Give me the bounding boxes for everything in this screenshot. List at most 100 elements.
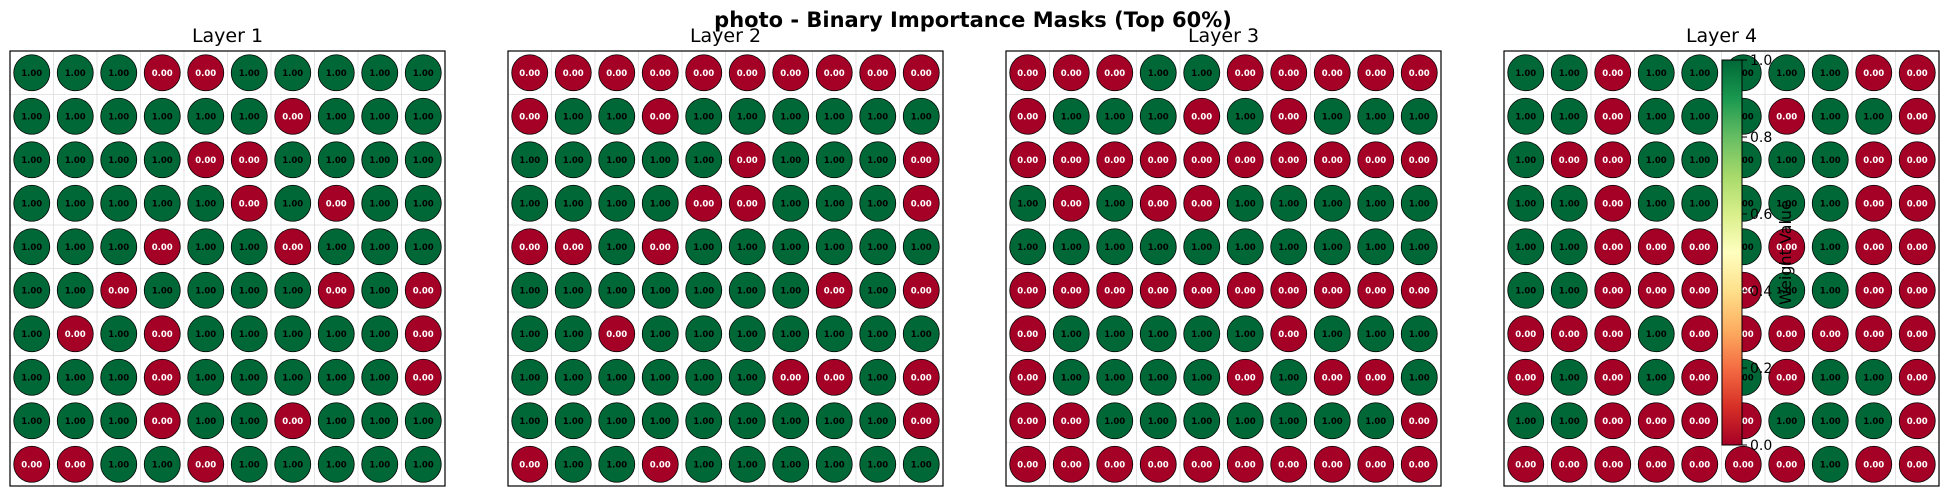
cell-value-label: 1.00 — [911, 112, 932, 122]
mask-cell — [1052, 271, 1090, 309]
cell-value-label: 0.00 — [563, 243, 584, 253]
mask-cell — [685, 54, 723, 92]
mask-cell — [902, 358, 940, 396]
mask-cell — [1681, 228, 1719, 266]
cell-value-label: 1.00 — [413, 199, 434, 209]
cell-value-label: 1.00 — [326, 373, 347, 383]
mask-cell — [317, 271, 355, 309]
cell-value-label: 0.00 — [1602, 460, 1623, 470]
mask-cell — [1594, 228, 1632, 266]
cell-value-label: 0.00 — [650, 112, 671, 122]
mask-cell — [317, 228, 355, 266]
panel-frame — [507, 50, 944, 487]
cell-value-label: 1.00 — [867, 199, 888, 209]
mask-cell — [685, 271, 723, 309]
cell-value-label: 1.00 — [1104, 373, 1125, 383]
mask-cell — [1637, 358, 1675, 396]
cell-value-label: 0.00 — [1061, 69, 1082, 79]
cell-value-label: 1.00 — [152, 112, 173, 122]
mask-cell — [13, 402, 51, 440]
mask-cell — [859, 184, 897, 222]
mask-cell — [143, 97, 181, 135]
mask-cell — [317, 97, 355, 135]
colorbar: 0.0 0.2 0.4 0.6 0.8 1.0 Weight Value — [1721, 53, 1795, 454]
mask-cell — [1226, 184, 1264, 222]
mask-cell — [772, 271, 810, 309]
cell-value-label: 1.00 — [693, 156, 714, 166]
cell-value-label: 0.00 — [1646, 286, 1667, 296]
cell-value-label: 0.00 — [1191, 112, 1212, 122]
mask-cell — [1270, 141, 1308, 179]
mask-cell — [1183, 141, 1221, 179]
cell-value-label: 1.00 — [1515, 199, 1536, 209]
mask-cell — [772, 445, 810, 483]
mask-cell — [1313, 54, 1351, 92]
cell-value-label: 0.00 — [1863, 156, 1884, 166]
cell-value-label: 0.00 — [1602, 330, 1623, 340]
cell-value-label: 0.00 — [911, 199, 932, 209]
cell-value-label: 1.00 — [108, 460, 129, 470]
cell-value-label: 1.00 — [693, 373, 714, 383]
mask-cell — [641, 402, 679, 440]
cell-value-label: 1.00 — [282, 156, 303, 166]
layer-panel: Layer 2 0.00 0.00 0.00 0.00 0.00 0.00 0.00 0.00 0… — [507, 25, 944, 487]
cell-value-label: 1.00 — [563, 112, 584, 122]
mask-cell — [1507, 445, 1545, 483]
cell-value-label: 1.00 — [195, 199, 216, 209]
mask-cell — [641, 358, 679, 396]
cell-value-label: 1.00 — [282, 199, 303, 209]
mask-cell — [598, 315, 636, 353]
mask-cell — [187, 184, 225, 222]
cell-value-label: 1.00 — [650, 156, 671, 166]
mask-cell — [1898, 315, 1936, 353]
cell-value-label: 1.00 — [650, 330, 671, 340]
cell-value-label: 0.00 — [326, 286, 347, 296]
mask-cell — [317, 358, 355, 396]
mask-cell — [274, 445, 312, 483]
cell-value-label: 1.00 — [519, 417, 540, 427]
cell-value-label: 1.00 — [1191, 417, 1212, 427]
mask-cell — [598, 402, 636, 440]
mask-cell — [143, 358, 181, 396]
mask-cell — [772, 402, 810, 440]
cell-value-label: 1.00 — [195, 112, 216, 122]
cell-value-label: 0.00 — [1776, 243, 1797, 253]
mask-cell — [1855, 271, 1893, 309]
mask-cell — [1681, 315, 1719, 353]
mask-cell — [100, 271, 138, 309]
mask-cell — [230, 54, 268, 92]
panel-frame — [1005, 50, 1442, 487]
cell-value-label: 0.00 — [1104, 69, 1125, 79]
cell-value-label: 1.00 — [1863, 417, 1884, 427]
cell-value-label: 1.00 — [239, 243, 260, 253]
cell-value-label: 0.00 — [1365, 460, 1386, 470]
cell-value-label: 1.00 — [1559, 417, 1580, 427]
colorbar-tick-label: 0.6 — [1750, 207, 1772, 223]
cell-value-label: 0.00 — [108, 286, 129, 296]
mask-cell — [1270, 445, 1308, 483]
mask-cell — [1594, 184, 1632, 222]
mask-cell — [641, 97, 679, 135]
cell-value-label: 1.00 — [1148, 69, 1169, 79]
cell-value-label: 0.00 — [1689, 330, 1710, 340]
mask-cell — [1550, 445, 1588, 483]
mask-cell — [1637, 97, 1675, 135]
mask-cell — [187, 271, 225, 309]
cell-value-label: 1.00 — [1515, 156, 1536, 166]
cell-value-label: 1.00 — [867, 460, 888, 470]
cell-value-label: 1.00 — [1191, 330, 1212, 340]
cell-value-label: 0.00 — [824, 69, 845, 79]
cell-value-label: 0.00 — [1322, 373, 1343, 383]
mask-cell — [1898, 402, 1936, 440]
mask-cell — [1400, 141, 1438, 179]
cell-value-label: 0.00 — [650, 460, 671, 470]
cell-value-label: 1.00 — [239, 373, 260, 383]
mask-cell — [1096, 54, 1134, 92]
cell-value-label: 1.00 — [282, 460, 303, 470]
mask-cell — [1637, 271, 1675, 309]
cell-value-label: 1.00 — [1322, 417, 1343, 427]
mask-cell — [1594, 315, 1632, 353]
cell-value-label: 1.00 — [1061, 373, 1082, 383]
cell-value-label: 1.00 — [1646, 156, 1667, 166]
cell-value-label: 0.00 — [1409, 286, 1430, 296]
